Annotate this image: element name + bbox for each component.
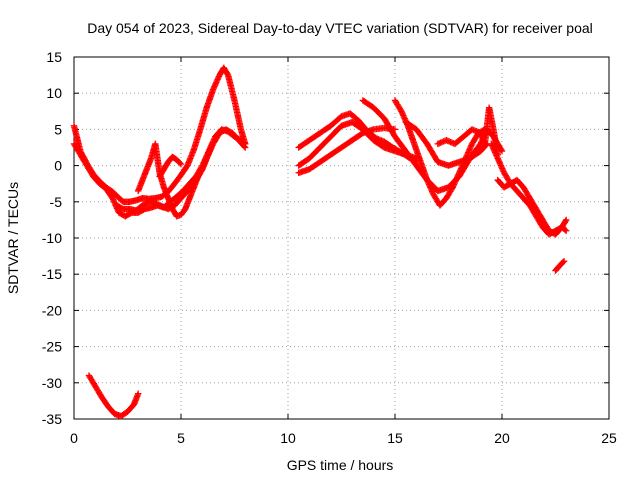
data-point [563, 216, 570, 224]
series-arc-16 [552, 257, 568, 274]
data-point [562, 217, 569, 225]
x-axis-title: GPS time / hours [287, 457, 394, 473]
y-axis-title: SDTVAR / TECUs [5, 182, 21, 294]
series-arc-9 [295, 124, 399, 177]
y-tick-label: 0 [54, 158, 62, 174]
y-tick-label: 5 [54, 121, 62, 137]
series-arc-12 [402, 118, 491, 169]
series-arc-5 [156, 153, 185, 180]
y-tick-label: 10 [46, 85, 62, 101]
series-arc-8 [295, 118, 420, 169]
series-arc-6 [85, 372, 142, 420]
y-tick-label: -20 [42, 302, 62, 318]
series-arc-13 [434, 104, 501, 158]
data-point [397, 106, 404, 114]
chart-title: Day 054 of 2023, Sidereal Day-to-day VTE… [87, 20, 593, 36]
y-tick-label: -35 [42, 411, 62, 427]
series-arc-4 [135, 140, 215, 220]
y-tick-label: 15 [46, 49, 62, 65]
y-tick-label: -10 [42, 230, 62, 246]
data-point [176, 159, 184, 167]
x-tick-label: 10 [280, 430, 296, 446]
data-point [563, 227, 570, 234]
data-series [70, 64, 570, 420]
series-arc-15 [494, 176, 570, 238]
y-tick-label: -15 [42, 266, 62, 282]
y-tick-label: -30 [42, 375, 62, 391]
data-point [559, 259, 567, 266]
data-point [241, 143, 248, 150]
data-point [448, 185, 456, 192]
data-point [177, 160, 185, 168]
y-tick-label: -25 [42, 339, 62, 355]
data-point [242, 144, 249, 151]
x-tick-label: 0 [70, 430, 78, 446]
y-tick-label: -5 [50, 194, 63, 210]
grid [74, 57, 609, 419]
data-point [135, 390, 142, 397]
data-point [207, 144, 215, 151]
x-tick-label: 25 [601, 430, 617, 446]
x-tick-label: 15 [387, 430, 403, 446]
x-tick-label: 20 [494, 430, 510, 446]
data-point [560, 257, 568, 265]
axis-ticks: 0 5 10 15 20 25 15 10 5 0 -5 -10 -15 -20 -25 -30 -35 [42, 49, 617, 446]
x-tick-label: 5 [177, 430, 185, 446]
